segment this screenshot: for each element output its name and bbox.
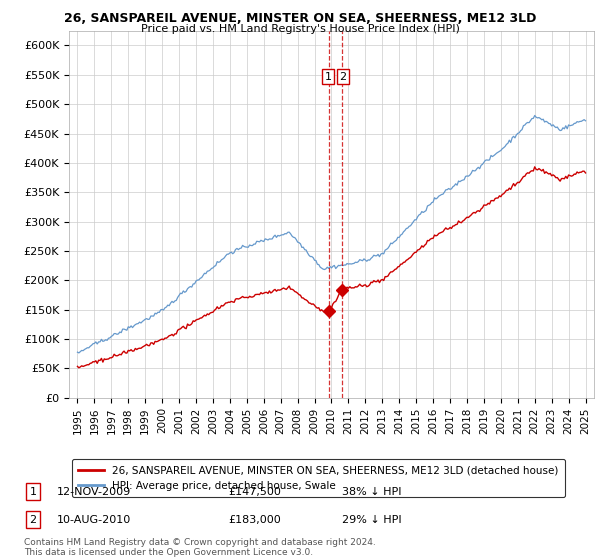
- Text: £147,500: £147,500: [228, 487, 281, 497]
- Legend: 26, SANSPAREIL AVENUE, MINSTER ON SEA, SHEERNESS, ME12 3LD (detached house), HPI: 26, SANSPAREIL AVENUE, MINSTER ON SEA, S…: [71, 459, 565, 497]
- Text: Price paid vs. HM Land Registry's House Price Index (HPI): Price paid vs. HM Land Registry's House …: [140, 24, 460, 34]
- Text: 29% ↓ HPI: 29% ↓ HPI: [342, 515, 401, 525]
- Text: 1: 1: [29, 487, 37, 497]
- Text: 10-AUG-2010: 10-AUG-2010: [57, 515, 131, 525]
- Text: Contains HM Land Registry data © Crown copyright and database right 2024.
This d: Contains HM Land Registry data © Crown c…: [24, 538, 376, 557]
- Text: 12-NOV-2009: 12-NOV-2009: [57, 487, 131, 497]
- Text: 2: 2: [339, 72, 346, 82]
- Text: 2: 2: [29, 515, 37, 525]
- Text: 1: 1: [325, 72, 331, 82]
- Text: £183,000: £183,000: [228, 515, 281, 525]
- Text: 26, SANSPAREIL AVENUE, MINSTER ON SEA, SHEERNESS, ME12 3LD: 26, SANSPAREIL AVENUE, MINSTER ON SEA, S…: [64, 12, 536, 25]
- Text: 38% ↓ HPI: 38% ↓ HPI: [342, 487, 401, 497]
